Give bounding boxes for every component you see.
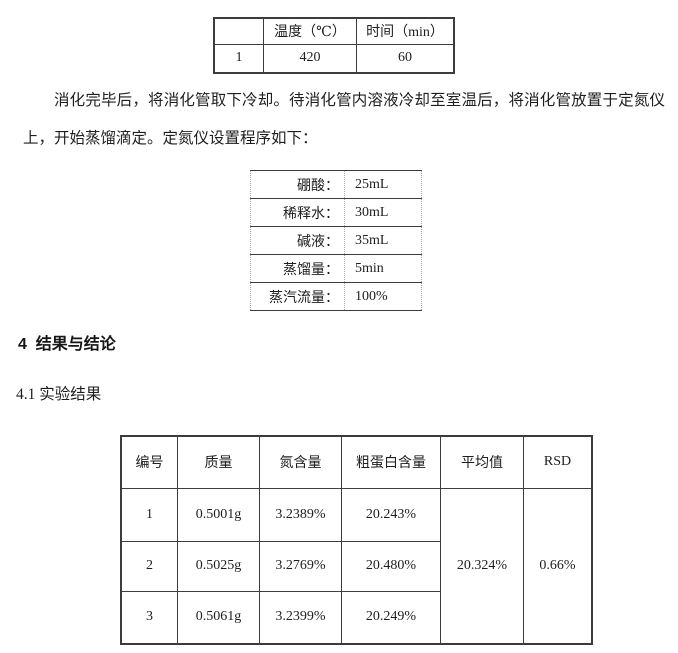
table-cell-rsd-merged: 0.66% (523, 487, 593, 645)
table-row: 蒸馏量： 5min (250, 254, 422, 283)
table-cell-nitrogen-content: 3.2389% (259, 487, 342, 542)
table-row: 碱液： 35mL (250, 226, 422, 255)
table-header-cell-time: 时间（min） (356, 17, 455, 45)
table-header-cell-mass: 质量 (177, 435, 260, 489)
table-header-row: 温度（℃） 时间（min） (213, 17, 455, 45)
table-cell-average-merged: 20.324% (440, 487, 524, 645)
table-row: 2 0.5025g 3.2769% 20.480% (120, 540, 592, 592)
table-row: 1 420 60 (213, 43, 455, 74)
setting-value-steam-flow: 100% (344, 282, 422, 311)
table-row: 稀释水： 30mL (250, 198, 422, 227)
table-header-cell-average: 平均值 (440, 435, 524, 489)
digestion-conditions-table: 温度（℃） 时间（min） 1 420 60 (213, 17, 455, 74)
setting-value-boric-acid: 25mL (344, 170, 422, 199)
setting-value-alkali: 35mL (344, 226, 422, 255)
table-cell-number: 2 (120, 540, 178, 592)
table-cell-mass: 0.5001g (177, 487, 260, 542)
setting-label-steam-flow: 蒸汽流量： (250, 282, 345, 311)
setting-value-distillation-amount: 5min (344, 254, 422, 283)
setting-label-distillation-amount: 蒸馏量： (250, 254, 345, 283)
table-cell-nitrogen-content: 3.2769% (259, 540, 342, 592)
table-cell-crude-protein: 20.243% (341, 487, 441, 542)
table-cell-index: 1 (213, 43, 264, 74)
table-header-row: 编号 质量 氮含量 粗蛋白含量 平均值 RSD (120, 435, 593, 489)
section-heading: 4 结果与结论 (18, 336, 116, 353)
distillation-settings-table: 硼酸： 25mL 稀释水： 30mL 碱液： 35mL 蒸馏量： 5min 蒸汽… (250, 170, 422, 311)
table-cell-temperature: 420 (263, 43, 357, 74)
table-cell-mass: 0.5061g (177, 590, 260, 645)
table-row: 1 0.5001g 3.2389% 20.243% 20.324% 0.66% (120, 487, 593, 645)
table-header-cell-crude-protein: 粗蛋白含量 (341, 435, 441, 489)
setting-label-alkali: 碱液： (250, 226, 345, 255)
table-header-cell-blank (213, 17, 264, 45)
table-row: 蒸汽流量： 100% (250, 282, 422, 311)
table-header-cell-number: 编号 (120, 435, 178, 489)
table-header-cell-nitrogen-content: 氮含量 (259, 435, 342, 489)
table-cell-number: 3 (120, 590, 178, 645)
table-row: 硼酸： 25mL (250, 170, 422, 199)
results-table: 编号 质量 氮含量 粗蛋白含量 平均值 RSD 1 0.5001g 3.2389… (120, 435, 593, 645)
body-paragraph: 消化完毕后，将消化管取下冷却。待消化管内溶液冷却至室温后，将消化管放置于定氮仪上… (23, 92, 665, 147)
table-cell-crude-protein: 20.480% (341, 540, 441, 592)
table-header-cell-temperature: 温度（℃） (263, 17, 357, 45)
subsection-heading: 4.1 实验结果 (16, 386, 102, 403)
setting-label-dilution-water: 稀释水： (250, 198, 345, 227)
table-cell-mass: 0.5025g (177, 540, 260, 592)
table-cell-crude-protein: 20.249% (341, 590, 441, 645)
table-cell-nitrogen-content: 3.2399% (259, 590, 342, 645)
table-cell-time: 60 (356, 43, 455, 74)
setting-value-dilution-water: 30mL (344, 198, 422, 227)
table-row: 3 0.5061g 3.2399% 20.249% (120, 590, 592, 645)
table-cell-number: 1 (120, 487, 178, 542)
table-header-cell-rsd: RSD (523, 435, 593, 489)
setting-label-boric-acid: 硼酸： (250, 170, 345, 199)
